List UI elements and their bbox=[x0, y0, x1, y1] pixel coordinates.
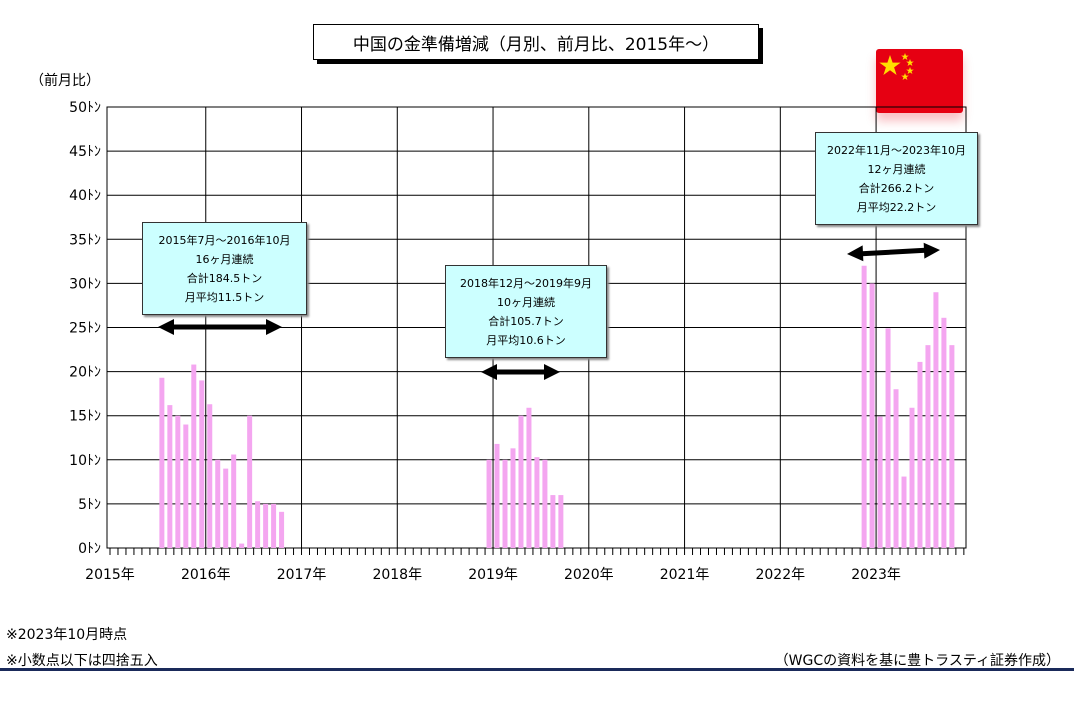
y-tick-label: 45ﾄﾝ bbox=[69, 144, 101, 160]
bar bbox=[199, 380, 205, 548]
y-tick-label: 35ﾄﾝ bbox=[69, 232, 101, 248]
callout-line: 10ヶ月連続 bbox=[497, 295, 555, 309]
arrow-head bbox=[481, 364, 497, 380]
callout-line: 合計184.5トン bbox=[186, 271, 263, 285]
bar bbox=[526, 407, 532, 548]
note-as-of: ※2023年10月時点 bbox=[6, 627, 128, 643]
callout-2022-2023: 2022年11月～2023年10月 12ヶ月連続 合計266.2トン 月平均22… bbox=[815, 132, 978, 225]
bar bbox=[909, 407, 915, 548]
bar bbox=[558, 495, 564, 548]
note-rounding: ※小数点以下は四捨五入 bbox=[6, 653, 158, 669]
bar bbox=[901, 476, 907, 548]
bar bbox=[542, 459, 548, 548]
bar bbox=[502, 459, 508, 548]
x-tick-label: 2015年 bbox=[85, 567, 135, 583]
arrow-head bbox=[266, 319, 282, 335]
bar-chart: 0ﾄﾝ 5ﾄﾝ 10ﾄﾝ 15ﾄﾝ 20ﾄﾝ 25ﾄﾝ 30ﾄﾝ 35ﾄﾝ 40ﾄﾝ 45ﾄﾝ 50… bbox=[69, 100, 967, 583]
bar bbox=[175, 415, 181, 548]
callout-line: 合計105.7トン bbox=[488, 314, 564, 328]
bar bbox=[518, 415, 524, 548]
arrow-head bbox=[544, 364, 560, 380]
bar bbox=[215, 459, 221, 548]
period-arrows bbox=[158, 242, 940, 380]
bar bbox=[534, 457, 540, 548]
x-tick-label: 2022年 bbox=[755, 567, 805, 583]
y-axis-label: （前月比） bbox=[30, 73, 100, 89]
y-tick-label: 0ﾄﾝ bbox=[78, 541, 101, 557]
bar bbox=[925, 345, 931, 548]
bar bbox=[239, 543, 245, 548]
x-tick-label: 2020年 bbox=[564, 567, 614, 583]
bar bbox=[510, 448, 516, 548]
bar bbox=[167, 405, 173, 548]
bottom-rule bbox=[0, 668, 1074, 671]
flag-large-star bbox=[879, 55, 901, 75]
callout-2015-2016: 2015年7月～2016年10月 16ヶ月連続 合計184.5トン 月平均11.… bbox=[142, 222, 307, 315]
x-tick-label: 2019年 bbox=[468, 567, 518, 583]
callout-line: 2018年12月～2019年9月 bbox=[460, 276, 592, 290]
source-note: （WGCの資料を基に豊トラスティ証券作成） bbox=[774, 653, 1060, 669]
bar bbox=[486, 459, 492, 548]
bar bbox=[247, 415, 253, 548]
x-tick-label: 2016年 bbox=[181, 567, 231, 583]
arrow-shaft bbox=[856, 247, 931, 257]
x-tick-label: 2023年 bbox=[851, 567, 901, 583]
bar bbox=[949, 345, 955, 548]
callout-line: 月平均10.6トン bbox=[486, 333, 566, 347]
callout-line: 月平均22.2トン bbox=[856, 200, 937, 214]
bar bbox=[893, 389, 899, 548]
bar bbox=[869, 283, 875, 548]
y-tick-label: 15ﾄﾝ bbox=[69, 409, 101, 425]
callout-2018-2019: 2018年12月～2019年9月 10ヶ月連続 合計105.7トン 月平均10.… bbox=[445, 265, 607, 358]
flag-small-star-2 bbox=[906, 59, 914, 66]
arrow-head bbox=[847, 245, 864, 262]
callout-line: 2022年11月～2023年10月 bbox=[827, 143, 966, 157]
bar bbox=[494, 443, 500, 548]
bar bbox=[159, 377, 165, 548]
y-tick-label: 50ﾄﾝ bbox=[69, 100, 101, 116]
y-tick-label: 5ﾄﾝ bbox=[78, 497, 101, 513]
chart-bars bbox=[159, 265, 955, 548]
bar bbox=[877, 416, 883, 548]
china-flag-icon bbox=[876, 49, 963, 113]
bar bbox=[263, 503, 269, 548]
callout-line: 2015年7月～2016年10月 bbox=[158, 233, 291, 247]
callout-line: 月平均11.5トン bbox=[184, 290, 265, 304]
china-flag-stars bbox=[879, 53, 914, 80]
x-tick-label: 2021年 bbox=[660, 567, 710, 583]
y-tick-label: 10ﾄﾝ bbox=[69, 453, 101, 469]
bar bbox=[271, 503, 277, 548]
flag-small-star-1 bbox=[901, 53, 909, 60]
y-tick-label: 30ﾄﾝ bbox=[69, 276, 101, 292]
arrow-head bbox=[158, 319, 174, 335]
bar bbox=[941, 317, 947, 548]
callout-line: 合計266.2トン bbox=[858, 181, 935, 195]
chart-title: 中国の金準備増減（月別、前月比、2015年～） bbox=[313, 24, 759, 60]
y-tick-label: 25ﾄﾝ bbox=[69, 321, 101, 337]
y-tick-label: 40ﾄﾝ bbox=[69, 188, 101, 204]
bar bbox=[191, 364, 197, 548]
chart-axes: 0ﾄﾝ 5ﾄﾝ 10ﾄﾝ 15ﾄﾝ 20ﾄﾝ 25ﾄﾝ 30ﾄﾝ 35ﾄﾝ 40ﾄﾝ 45ﾄﾝ 50… bbox=[69, 100, 965, 583]
bar bbox=[207, 404, 213, 548]
flag-small-star-4 bbox=[901, 73, 909, 80]
bar bbox=[231, 454, 237, 548]
chart-title-text: 中国の金準備増減（月別、前月比、2015年～） bbox=[352, 34, 720, 55]
y-tick-label: 20ﾄﾝ bbox=[69, 365, 101, 381]
bar bbox=[223, 468, 229, 548]
x-tick-label: 2017年 bbox=[277, 567, 327, 583]
bar bbox=[255, 501, 261, 548]
callout-line: 12ヶ月連続 bbox=[867, 162, 926, 176]
bar bbox=[183, 424, 189, 548]
x-tick-label: 2018年 bbox=[372, 567, 422, 583]
flag-small-star-3 bbox=[906, 67, 914, 74]
bar bbox=[917, 361, 923, 548]
bar bbox=[933, 292, 939, 548]
bar bbox=[861, 265, 867, 548]
bar bbox=[550, 495, 556, 548]
callout-line: 16ヶ月連続 bbox=[195, 252, 254, 266]
bar bbox=[885, 328, 891, 548]
arrow-head bbox=[923, 242, 940, 259]
bar bbox=[279, 511, 285, 548]
